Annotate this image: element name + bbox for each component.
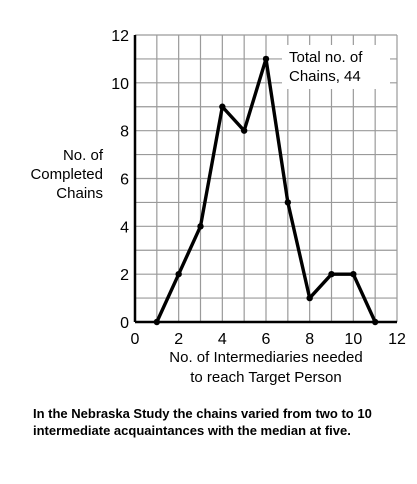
data-point <box>262 55 270 63</box>
x-axis-label: to reach Target Person <box>190 369 341 386</box>
y-tick-label: 4 <box>120 219 129 236</box>
annotation-text: Chains, 44 <box>289 68 361 85</box>
annotation-text: Total no. of <box>289 49 363 66</box>
x-tick-label: 0 <box>131 331 140 348</box>
data-point <box>197 223 204 230</box>
data-point <box>371 318 379 326</box>
data-point <box>153 318 161 326</box>
data-point <box>284 199 292 206</box>
annotation-background <box>282 45 390 89</box>
axes <box>133 35 397 324</box>
y-tick-label: 2 <box>120 267 129 284</box>
annotation: Total no. of Chains, 44 <box>282 45 390 89</box>
y-axis-label: Completed <box>30 166 103 183</box>
data-point <box>306 294 313 302</box>
x-tick-label: 2 <box>174 331 183 348</box>
axis-labels: No. of Completed Chains No. of Intermediari… <box>30 147 362 386</box>
y-tick-label: 0 <box>120 315 129 332</box>
data-point <box>350 270 357 278</box>
y-tick-label: 8 <box>120 124 129 141</box>
x-tick-label: 6 <box>262 331 271 348</box>
data-point <box>240 127 248 134</box>
x-tick-label: 4 <box>218 331 227 348</box>
y-tick-label: 10 <box>111 76 129 93</box>
data-point <box>219 103 226 110</box>
x-tick-label: 8 <box>305 331 314 348</box>
data-point <box>175 270 182 278</box>
x-axis-label: No. of Intermediaries needed <box>169 349 362 366</box>
chart: 0 2 4 6 8 10 12 0 2 4 6 8 10 12 No. of Completed Chains… <box>30 28 406 386</box>
y-axis-label: Chains <box>56 185 103 202</box>
x-tick-label: 10 <box>344 331 362 348</box>
figure-caption: In the Nebraska Study the chains varied … <box>33 406 372 438</box>
data-series <box>153 55 379 326</box>
y-tick-label: 12 <box>111 28 129 45</box>
y-axis-label: No. of <box>63 147 104 164</box>
data-point <box>328 270 335 278</box>
x-tick-label: 12 <box>388 331 406 348</box>
y-tick-label: 6 <box>120 172 129 189</box>
tick-labels: 0 2 4 6 8 10 12 0 2 4 6 8 10 12 <box>111 28 406 348</box>
